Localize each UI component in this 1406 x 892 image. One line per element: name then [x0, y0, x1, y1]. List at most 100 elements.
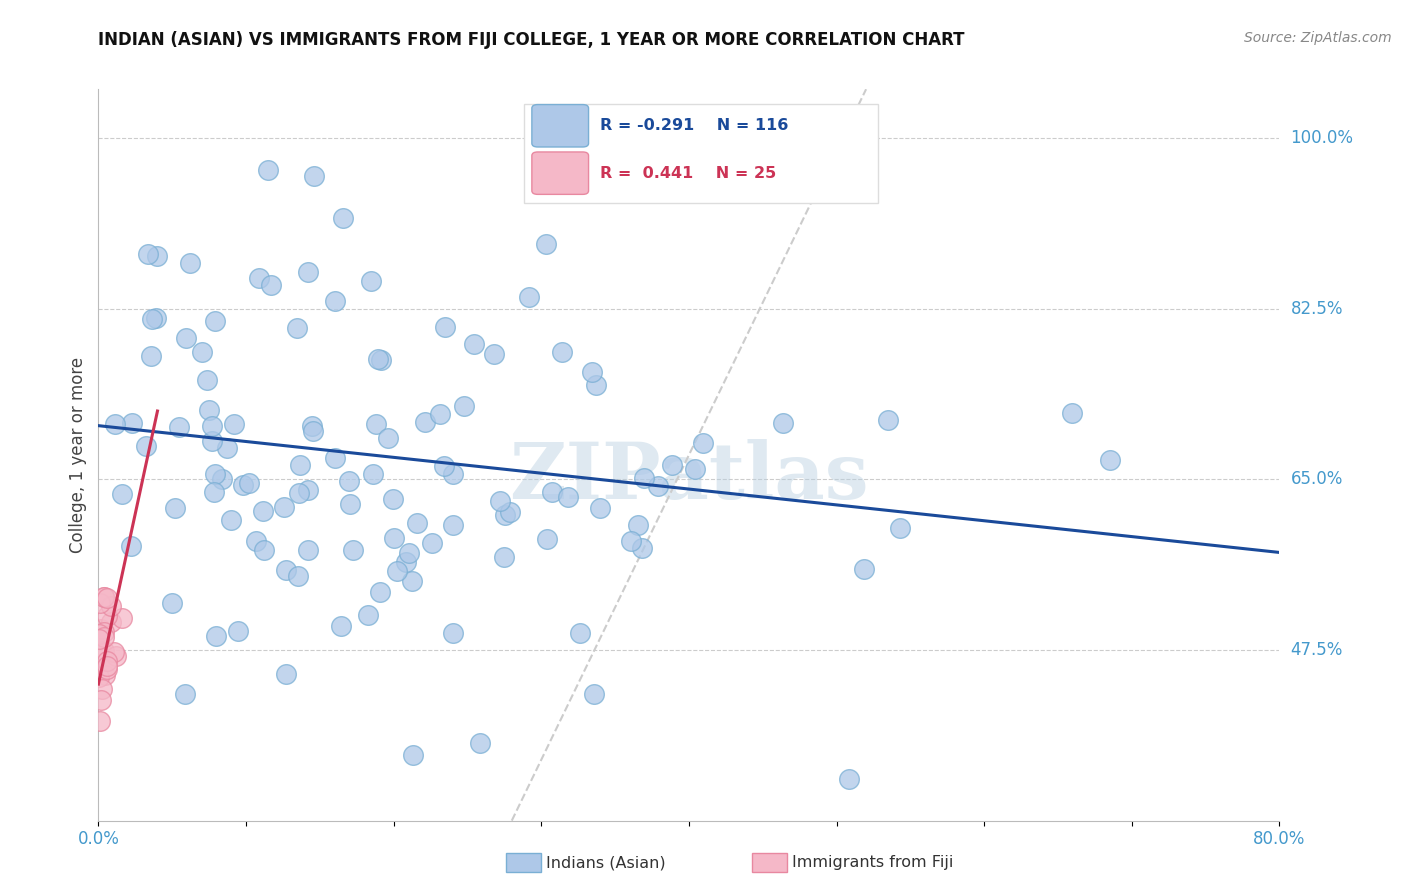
Point — [337, 474, 360, 488]
Point — [647, 479, 669, 493]
Point — [93, 590, 115, 604]
Point — [468, 736, 491, 750]
Text: Source: ZipAtlas.com: Source: ZipAtlas.com — [1244, 31, 1392, 45]
Point — [368, 584, 391, 599]
Point — [323, 450, 346, 465]
Point — [330, 619, 353, 633]
Point — [494, 508, 516, 522]
Point — [93, 668, 115, 682]
Point — [889, 521, 911, 535]
Point — [517, 290, 540, 304]
Point — [1098, 452, 1121, 467]
Point — [201, 434, 224, 448]
Point — [96, 654, 118, 668]
Point — [165, 501, 187, 516]
Point — [232, 478, 254, 492]
Point — [238, 475, 260, 490]
Y-axis label: College, 1 year or more: College, 1 year or more — [69, 357, 87, 553]
FancyBboxPatch shape — [523, 103, 877, 202]
Text: R =  0.441    N = 25: R = 0.441 N = 25 — [600, 166, 776, 181]
Point — [252, 504, 274, 518]
Point — [499, 504, 522, 518]
Point — [100, 615, 122, 629]
Point — [93, 591, 115, 605]
Point — [877, 413, 900, 427]
Point — [211, 472, 233, 486]
Point — [276, 563, 298, 577]
Point — [301, 418, 323, 433]
Point — [1062, 406, 1084, 420]
Point — [145, 311, 167, 326]
Point — [342, 542, 364, 557]
Point — [285, 320, 308, 334]
Point — [339, 497, 361, 511]
Point — [297, 543, 319, 558]
Point — [685, 462, 707, 476]
Point — [382, 531, 405, 545]
Point — [494, 550, 516, 565]
Point — [111, 611, 134, 625]
Point — [838, 772, 860, 786]
Point — [89, 596, 111, 610]
Point — [434, 319, 457, 334]
Point — [288, 486, 311, 500]
Text: R = -0.291    N = 116: R = -0.291 N = 116 — [600, 119, 789, 133]
Point — [179, 256, 201, 270]
Point — [429, 407, 451, 421]
Point — [297, 265, 319, 279]
Point — [89, 632, 111, 646]
Point — [139, 349, 162, 363]
FancyBboxPatch shape — [531, 152, 589, 194]
Point — [582, 687, 605, 701]
Point — [96, 591, 118, 606]
Point — [367, 351, 389, 366]
Point — [141, 312, 163, 326]
Point — [550, 345, 572, 359]
Point — [441, 625, 464, 640]
Point — [589, 500, 612, 515]
Point — [100, 599, 122, 613]
Point — [257, 163, 280, 178]
Point — [585, 377, 607, 392]
Point — [366, 417, 388, 431]
Point — [204, 467, 226, 481]
Point — [381, 491, 404, 506]
Point — [463, 337, 485, 351]
Point — [93, 643, 115, 657]
Point — [536, 532, 558, 546]
Point — [222, 417, 245, 431]
Point — [302, 424, 325, 438]
Point — [398, 546, 420, 560]
Point — [89, 714, 111, 729]
Point — [173, 687, 195, 701]
Point — [138, 247, 160, 261]
Point — [332, 211, 354, 226]
Point — [852, 562, 875, 576]
Point — [135, 439, 157, 453]
Point — [93, 625, 115, 640]
Point — [104, 649, 127, 664]
Point — [103, 644, 125, 658]
Point — [395, 555, 418, 569]
Point — [176, 331, 198, 345]
Point — [357, 607, 380, 622]
Point — [482, 347, 505, 361]
Point — [627, 517, 650, 532]
Point — [276, 667, 298, 681]
Point — [160, 596, 183, 610]
Point — [104, 417, 127, 432]
Point — [401, 574, 423, 588]
Point — [195, 373, 218, 387]
Text: 82.5%: 82.5% — [1291, 300, 1343, 318]
Point — [205, 629, 228, 643]
Point — [420, 536, 443, 550]
Point — [204, 314, 226, 328]
Point — [772, 416, 794, 430]
Point — [287, 569, 309, 583]
Point — [692, 436, 714, 450]
Point — [402, 747, 425, 762]
Point — [120, 539, 142, 553]
Point — [297, 483, 319, 497]
Text: Indians (Asian): Indians (Asian) — [546, 855, 665, 870]
Text: 100.0%: 100.0% — [1291, 129, 1354, 147]
